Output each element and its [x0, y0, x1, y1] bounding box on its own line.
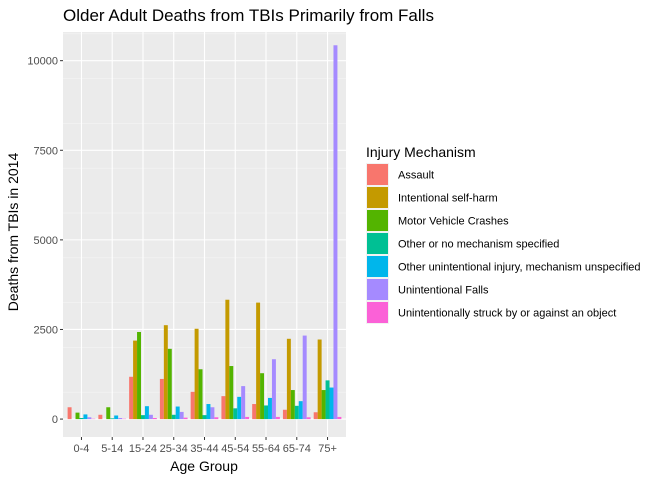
- bar: [290, 390, 295, 420]
- bars: [67, 45, 342, 420]
- legend-title: Injury Mechanism: [366, 144, 476, 160]
- x-tick-label: 65-74: [283, 443, 311, 455]
- bar: [163, 325, 168, 420]
- bar: [106, 407, 111, 420]
- bar: [152, 418, 157, 420]
- legend-label: Unintentional Falls: [398, 285, 489, 297]
- y-tick-label: 2500: [34, 324, 58, 336]
- legend-swatch: [367, 187, 388, 208]
- bar: [179, 411, 184, 420]
- x-tick-label: 15-24: [129, 443, 157, 455]
- x-tick-label: 45-54: [221, 443, 249, 455]
- bar: [202, 415, 207, 420]
- x-axis-title: Age Group: [170, 458, 238, 474]
- bar: [245, 416, 250, 420]
- bar: [237, 396, 242, 420]
- bar: [133, 340, 138, 420]
- bar: [225, 299, 230, 420]
- legend-label: Other or no mechanism specified: [398, 239, 559, 251]
- legend-swatch: [367, 233, 388, 254]
- legend: Injury Mechanism Assault Intentional self…: [366, 144, 641, 324]
- bar: [264, 405, 268, 420]
- bar: [129, 376, 134, 420]
- legend-swatch: [367, 279, 388, 300]
- bar: [114, 415, 119, 420]
- legend-label: Intentional self-harm: [398, 193, 498, 205]
- bar: [87, 417, 92, 420]
- bar: [198, 369, 203, 420]
- bar: [286, 338, 291, 420]
- bar: [67, 407, 72, 420]
- y-tick-label: 5000: [34, 235, 58, 247]
- chart-title: Older Adult Deaths from TBIs Primarily f…: [63, 6, 434, 25]
- bar: [221, 396, 226, 420]
- bar: [313, 412, 318, 420]
- bar: [229, 366, 234, 420]
- legend-swatch: [367, 210, 388, 231]
- legend-swatch: [367, 164, 388, 185]
- bar: [75, 412, 80, 420]
- legend-swatch: [367, 256, 388, 277]
- bar: [183, 417, 188, 420]
- x-tick-label: 55-64: [252, 443, 280, 455]
- legend-label: Assault: [398, 170, 434, 182]
- x-axis: 0-4 5-14 15-24 25-34 35-44 45-54 55-64 65-74 75+: [74, 437, 337, 455]
- bar: [148, 414, 153, 420]
- bar: [110, 418, 115, 420]
- bar: [333, 45, 338, 420]
- x-tick-label: 35-44: [190, 443, 218, 455]
- bar: [298, 401, 303, 420]
- y-axis-title: Deaths from TBIs in 2014: [5, 153, 21, 312]
- bar: [171, 414, 176, 420]
- bar: [175, 406, 180, 420]
- x-tick-label: 25-34: [160, 443, 188, 455]
- bar: [206, 404, 211, 420]
- bar: [282, 409, 287, 420]
- bar: [210, 407, 215, 420]
- bar: [98, 414, 103, 420]
- bar: [167, 348, 172, 420]
- bar: [329, 387, 334, 420]
- x-tick-label: 75+: [318, 443, 337, 455]
- bar: [214, 417, 219, 420]
- x-tick-label: 5-14: [101, 443, 123, 455]
- legend-swatch: [367, 302, 388, 323]
- bar: [260, 373, 265, 420]
- bar: [141, 415, 145, 420]
- bar: [137, 331, 142, 420]
- bar: [252, 404, 257, 420]
- y-tick-label: 0: [52, 414, 58, 426]
- bar: [317, 339, 322, 420]
- bar: [144, 406, 149, 420]
- legend-label: Motor Vehicle Crashes: [398, 216, 509, 228]
- bar: [194, 328, 199, 420]
- legend-label: Unintentionally struck by or against an …: [398, 308, 616, 320]
- bar: [271, 359, 276, 420]
- bar: [294, 405, 299, 420]
- bar: [233, 408, 238, 420]
- bar: [256, 302, 261, 420]
- bar: [83, 414, 88, 420]
- bar: [321, 390, 326, 420]
- x-tick-label: 0-4: [74, 443, 90, 455]
- bar: [306, 417, 311, 420]
- bar: [159, 378, 164, 420]
- y-tick-label: 7500: [34, 145, 58, 157]
- bar: [118, 418, 123, 420]
- bar: [302, 335, 307, 420]
- bar: [267, 397, 272, 420]
- legend-label: Other unintentional injury, mechanism un…: [398, 262, 641, 274]
- y-axis: 0 2500 5000 7500 10000: [27, 56, 63, 426]
- y-tick-label: 10000: [27, 56, 58, 68]
- bar: [275, 416, 280, 420]
- bar: [325, 380, 330, 420]
- bar: [241, 386, 246, 420]
- bar: [79, 418, 84, 420]
- bar: [190, 391, 195, 420]
- bar: [337, 416, 342, 420]
